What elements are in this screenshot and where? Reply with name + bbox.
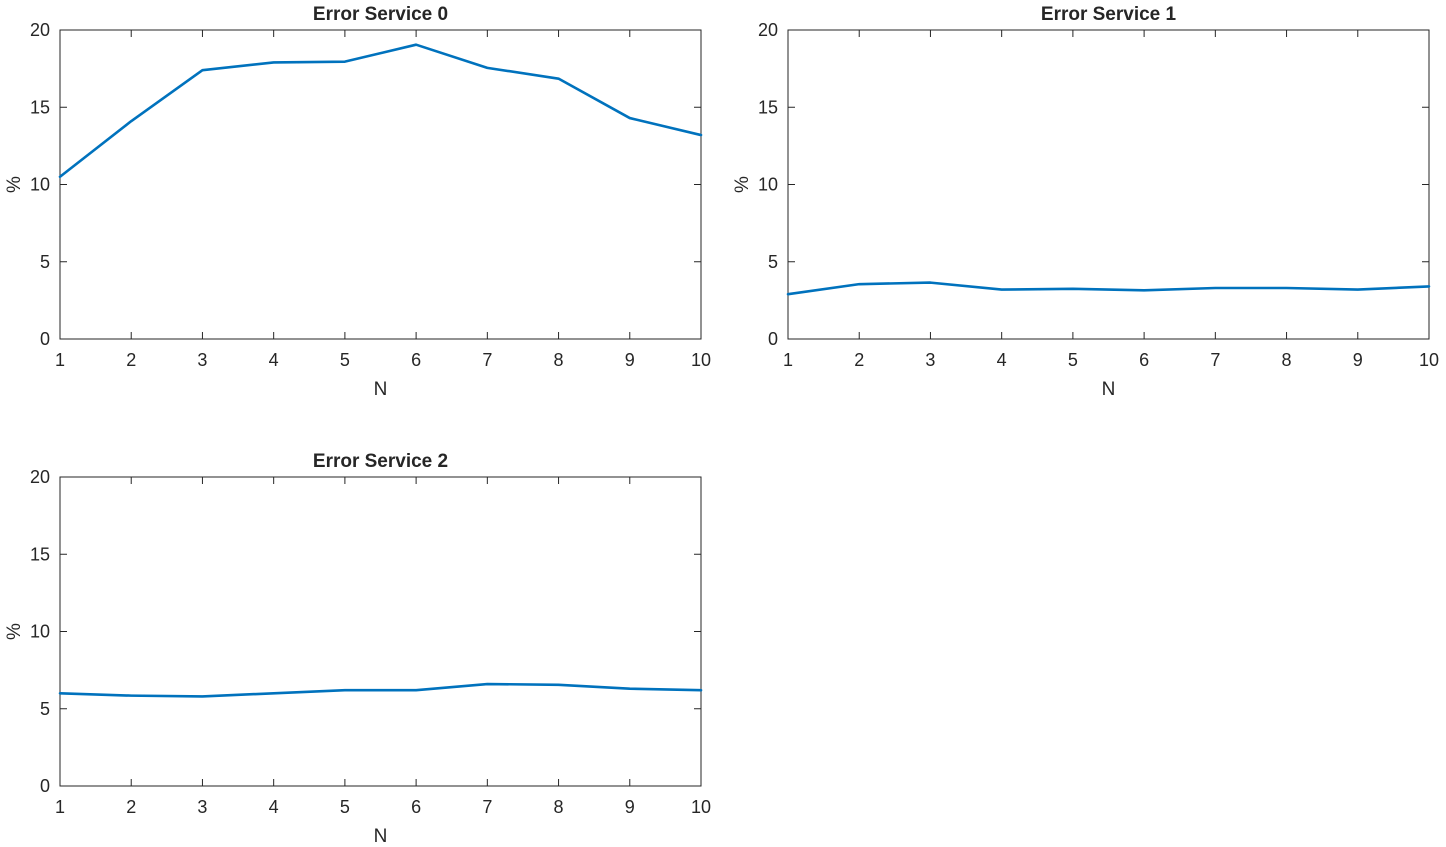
y-tick-label: 15	[30, 97, 50, 117]
y-tick-label: 5	[40, 699, 50, 719]
y-tick-label: 5	[40, 252, 50, 272]
x-axis-label: N	[1102, 379, 1116, 400]
subplot-error-service-0: 1 2 3 4 5 6 7 8 9 10 0 5 10 15 20 Error Service 0 N%	[4, 4, 711, 400]
plot-area	[59, 476, 702, 787]
x-tick-label: 7	[482, 350, 492, 370]
x-tick-label: 2	[126, 350, 136, 370]
x-tick-label: 5	[340, 797, 350, 817]
x-tick-label: 4	[269, 350, 279, 370]
x-tick-label: 10	[691, 350, 711, 370]
x-tick-label: 8	[1282, 350, 1292, 370]
y-axis-label: %	[4, 176, 25, 193]
subplot-error-service-1: 1 2 3 4 5 6 7 8 9 10 0 5 10 15 20 Error Service 1 N%	[732, 4, 1439, 400]
x-tick-label: 2	[854, 350, 864, 370]
x-tick-label: 3	[925, 350, 935, 370]
x-tick-label: 4	[997, 350, 1007, 370]
series-line	[58, 682, 703, 698]
chart-title: Error Service 1	[1041, 4, 1177, 25]
x-tick-label: 1	[55, 797, 65, 817]
x-tick-label: 6	[1139, 350, 1149, 370]
x-tick-label: 10	[1419, 350, 1439, 370]
x-tick-label: 6	[411, 350, 421, 370]
chart-title: Error Service 2	[313, 451, 448, 472]
x-tick-label: 5	[1068, 350, 1078, 370]
subplot-error-service-2: 1 2 3 4 5 6 7 8 9 10 0 5 10 15 20 Error Service 2 N%	[4, 451, 711, 847]
x-tick-label: 1	[783, 350, 793, 370]
series-line	[58, 43, 703, 179]
x-tick-label: 9	[1353, 350, 1363, 370]
plot-area	[59, 29, 702, 340]
y-tick-label: 20	[30, 467, 50, 487]
y-tick-label: 10	[758, 175, 778, 195]
y-axis-label: %	[732, 176, 753, 193]
y-tick-label: 20	[30, 20, 50, 40]
y-tick-label: 15	[30, 544, 50, 564]
plot-area	[787, 29, 1430, 340]
y-tick-label: 15	[758, 97, 778, 117]
y-axis-label: %	[4, 623, 25, 640]
x-tick-label: 3	[197, 797, 207, 817]
y-tick-label: 0	[40, 776, 50, 796]
chart-title: Error Service 0	[313, 4, 448, 25]
x-tick-label: 9	[625, 350, 635, 370]
x-tick-label: 7	[482, 797, 492, 817]
y-tick-label: 0	[40, 329, 50, 349]
y-tick-label: 10	[30, 175, 50, 195]
x-axis-label: N	[374, 379, 388, 400]
y-tick-label: 5	[768, 252, 778, 272]
y-tick-label: 20	[758, 20, 778, 40]
x-tick-label: 5	[340, 350, 350, 370]
x-tick-label: 3	[197, 350, 207, 370]
x-tick-label: 1	[55, 350, 65, 370]
x-tick-label: 10	[691, 797, 711, 817]
x-tick-label: 8	[554, 797, 564, 817]
x-tick-label: 7	[1210, 350, 1220, 370]
x-tick-label: 4	[269, 797, 279, 817]
y-tick-label: 10	[30, 622, 50, 642]
x-tick-label: 6	[411, 797, 421, 817]
series-line	[786, 281, 1431, 296]
x-tick-label: 8	[554, 350, 564, 370]
x-tick-label: 2	[126, 797, 136, 817]
x-tick-label: 9	[625, 797, 635, 817]
y-tick-label: 0	[768, 329, 778, 349]
x-axis-label: N	[374, 826, 388, 847]
